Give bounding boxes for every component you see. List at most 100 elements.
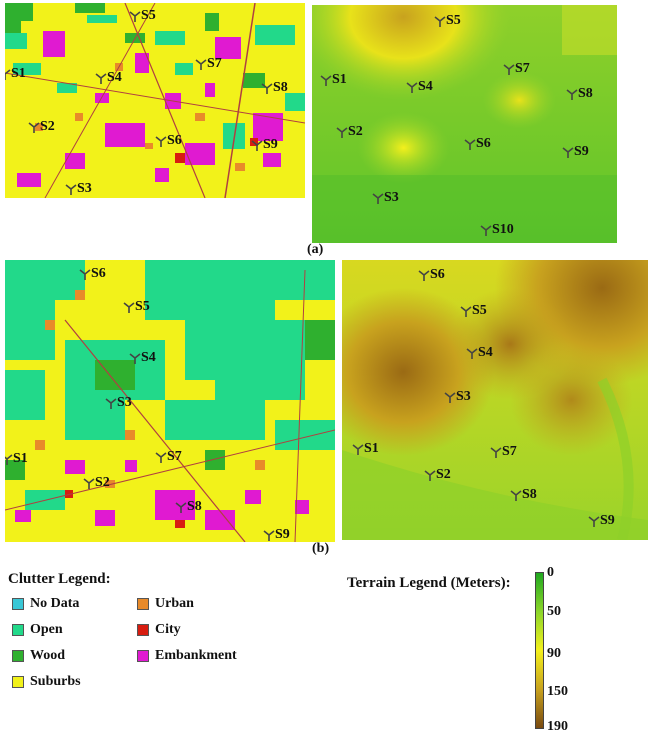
site-label: S3 — [456, 389, 471, 404]
legend-label: No Data — [30, 596, 80, 611]
antenna-site-icon — [123, 302, 135, 313]
clutter-legend-title: Clutter Legend: — [8, 571, 111, 587]
antenna-site-icon — [129, 353, 141, 364]
antenna-site-icon — [460, 306, 472, 317]
antenna-site-icon — [336, 127, 348, 138]
antenna-site-icon — [424, 470, 436, 481]
terrain-legend-title: Terrain Legend (Meters): — [347, 575, 511, 591]
site-label: S6 — [91, 266, 106, 281]
legend-swatch — [12, 624, 24, 636]
site-label: S8 — [187, 499, 202, 514]
site-label: S8 — [578, 86, 593, 101]
site-label: S9 — [574, 144, 589, 159]
terrain-tick-label: 50 — [547, 604, 561, 619]
clutter-map-a-canvas — [5, 3, 305, 198]
clutter-legend-item: City — [137, 622, 181, 638]
antenna-site-icon — [5, 69, 11, 80]
antenna-site-icon — [129, 11, 141, 22]
legend-swatch — [137, 650, 149, 662]
antenna-site-icon — [503, 64, 515, 75]
legend-label: Open — [30, 622, 63, 637]
antenna-site-icon — [466, 348, 478, 359]
antenna-site-icon — [444, 392, 456, 403]
site-label: S9 — [263, 137, 278, 152]
antenna-site-icon — [434, 16, 446, 27]
site-label: S7 — [515, 61, 530, 76]
antenna-site-icon — [155, 136, 167, 147]
legend-label: Suburbs — [30, 674, 81, 689]
clutter-map-b-canvas — [5, 260, 335, 542]
antenna-site-icon — [28, 122, 40, 133]
site-label: S7 — [167, 449, 182, 464]
terrain-map-a-canvas — [312, 5, 617, 243]
site-label: S8 — [522, 487, 537, 502]
site-label: S7 — [502, 444, 517, 459]
site-label: S5 — [446, 13, 461, 28]
antenna-site-icon — [418, 270, 430, 281]
antenna-site-icon — [320, 75, 332, 86]
clutter-legend-item: Embankment — [137, 648, 237, 664]
site-label: S2 — [348, 124, 363, 139]
antenna-site-icon — [195, 59, 207, 70]
antenna-site-icon — [251, 140, 263, 151]
terrain-tick-label: 0 — [547, 565, 554, 580]
site-label: S5 — [141, 8, 156, 23]
antenna-site-icon — [155, 452, 167, 463]
site-label: S3 — [384, 190, 399, 205]
terrain-map-b: S6 S5 S4 S3 S1 S7 S2 S8 S9 — [342, 260, 648, 540]
legend-label: Wood — [30, 648, 66, 663]
site-label: S5 — [472, 303, 487, 318]
legend-swatch — [137, 598, 149, 610]
antenna-site-icon — [95, 73, 107, 84]
legend-swatch — [12, 598, 24, 610]
clutter-legend-item: Urban — [137, 596, 194, 612]
antenna-site-icon — [372, 193, 384, 204]
terrain-map-a: S5 S1 S4 S7 S8 S2 S6 S9 S3 S10 — [312, 5, 617, 243]
antenna-site-icon — [5, 454, 13, 465]
site-label: S5 — [135, 299, 150, 314]
site-label: S4 — [107, 70, 122, 85]
antenna-site-icon — [510, 490, 522, 501]
site-label: S2 — [95, 475, 110, 490]
site-label: S4 — [141, 350, 156, 365]
site-label: S3 — [77, 181, 92, 196]
antenna-site-icon — [406, 82, 418, 93]
antenna-site-icon — [480, 225, 492, 236]
terrain-tick-label: 90 — [547, 646, 561, 661]
site-label: S2 — [436, 467, 451, 482]
antenna-site-icon — [263, 530, 275, 541]
site-label: S1 — [364, 441, 379, 456]
figure-label-a: (a) — [307, 242, 324, 257]
antenna-site-icon — [566, 89, 578, 100]
antenna-site-icon — [588, 516, 600, 527]
site-label: S9 — [600, 513, 615, 528]
antenna-site-icon — [562, 147, 574, 158]
site-label: S8 — [273, 80, 288, 95]
site-label: S9 — [275, 527, 290, 542]
terrain-tick-label: 190 — [547, 719, 568, 734]
site-label: S6 — [167, 133, 182, 148]
terrain-map-b-canvas — [342, 260, 648, 540]
antenna-site-icon — [261, 83, 273, 94]
site-label: S4 — [478, 345, 493, 360]
site-label: S7 — [207, 56, 222, 71]
legend-label: Urban — [155, 596, 194, 611]
site-label: S1 — [332, 72, 347, 87]
clutter-map-b: S6 S5 S4 S3 S1 S7 S2 S8 S9 — [5, 260, 335, 542]
site-label: S2 — [40, 119, 55, 134]
legend-label: City — [155, 622, 181, 637]
legend-swatch — [137, 624, 149, 636]
clutter-legend-item: Suburbs — [12, 674, 81, 690]
antenna-site-icon — [105, 398, 117, 409]
antenna-site-icon — [352, 444, 364, 455]
antenna-site-icon — [83, 478, 95, 489]
legend-swatch — [12, 676, 24, 688]
antenna-site-icon — [490, 447, 502, 458]
antenna-site-icon — [79, 269, 91, 280]
legend-label: Embankment — [155, 648, 237, 663]
clutter-legend-item: Wood — [12, 648, 65, 664]
terrain-colorbar — [535, 572, 544, 729]
site-label: S6 — [476, 136, 491, 151]
antenna-site-icon — [175, 502, 187, 513]
terrain-tick-label: 150 — [547, 684, 568, 699]
